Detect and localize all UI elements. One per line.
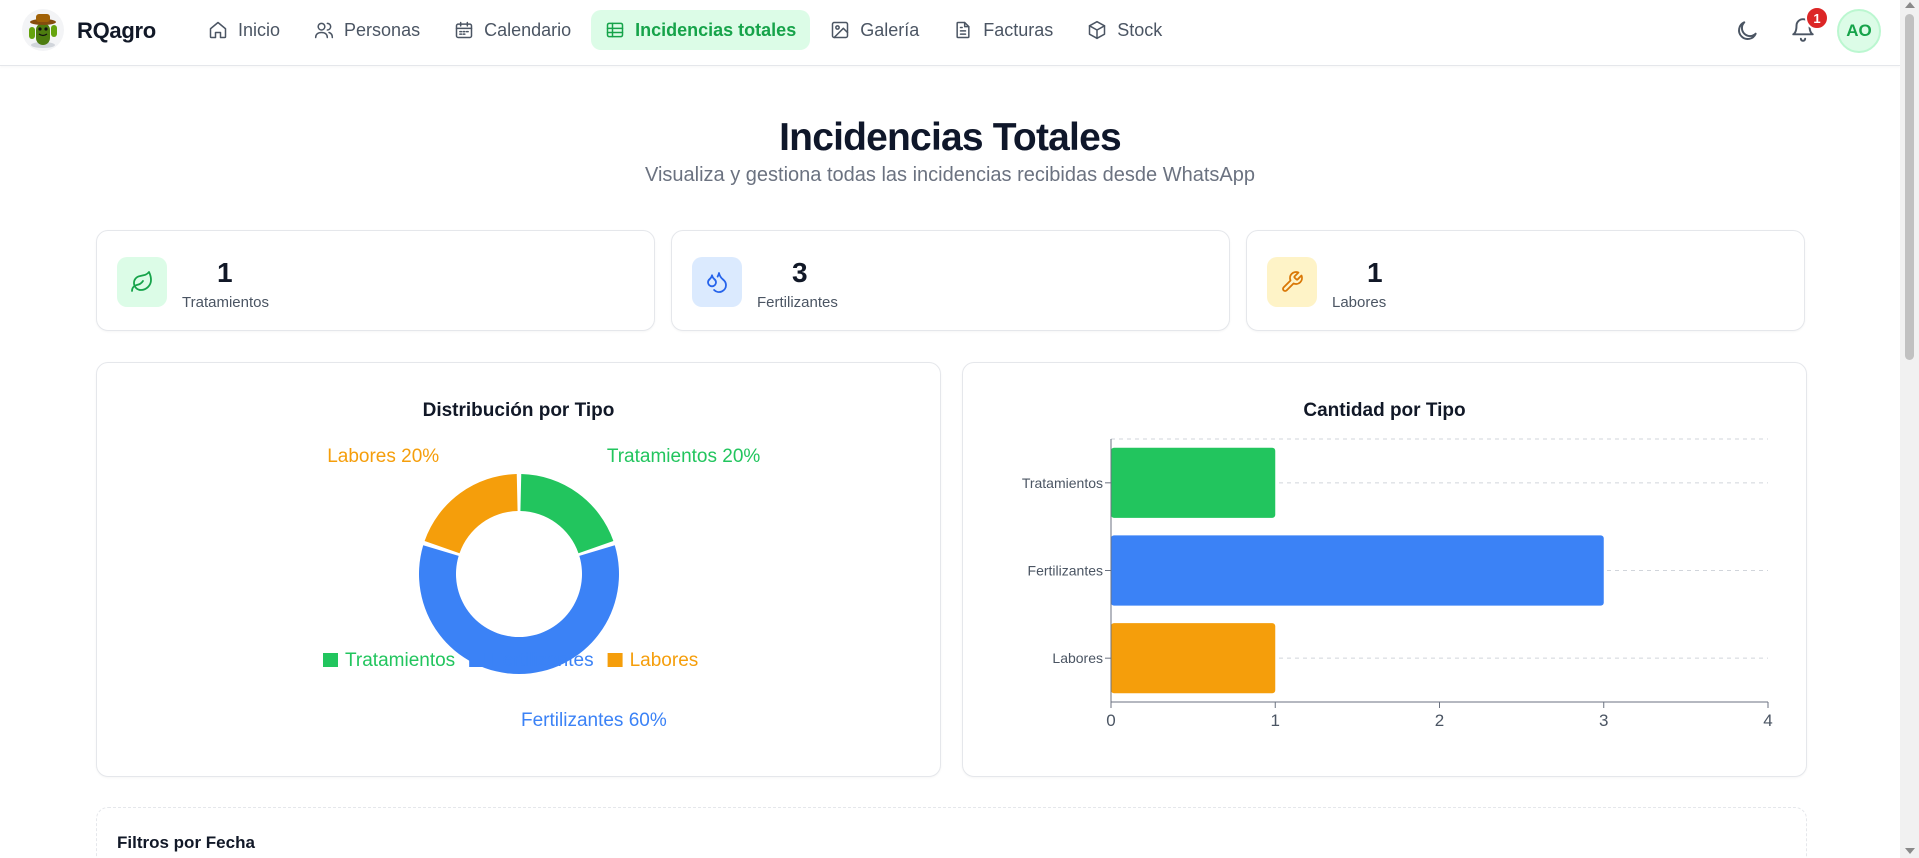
leaf-icon: [131, 271, 152, 292]
nav-item-galeria[interactable]: Galería: [816, 10, 933, 50]
calendar-icon: [455, 21, 473, 39]
filters-title: Filtros por Fecha: [117, 833, 255, 852]
table-icon: [606, 22, 624, 38]
droplets-icon: [707, 272, 727, 293]
legend-swatch: [323, 653, 338, 667]
stat-value: 3: [792, 257, 808, 288]
nav-item-label: Stock: [1117, 19, 1163, 40]
donut-slice-label: Fertilizantes 60%: [521, 710, 667, 731]
nav-item-calendario[interactable]: Calendario: [440, 10, 585, 50]
nav-item-label: Facturas: [983, 19, 1054, 40]
bell-icon: [1792, 18, 1814, 42]
x-tick-label: 3: [1599, 711, 1608, 730]
nav-item-facturas[interactable]: Facturas: [939, 10, 1067, 50]
wrench-icon: [1282, 271, 1303, 292]
donut-chart-card: Distribución por Tipo Tratamientos 20% Fe…: [96, 362, 941, 777]
home-icon: [209, 21, 227, 39]
x-tick-label: 1: [1271, 711, 1280, 730]
scroll-up-arrow-icon[interactable]: [1905, 2, 1915, 8]
moon-icon: [1738, 21, 1757, 40]
donut-slice-tratamientos[interactable]: [520, 474, 614, 554]
top-navbar: RQagro Inicio Personas Calendario Incide…: [0, 0, 1900, 66]
user-avatar[interactable]: AO: [1837, 9, 1881, 53]
scrollbar-thumb[interactable]: [1905, 14, 1914, 360]
nav-item-inicio[interactable]: Inicio: [194, 10, 294, 50]
nav-item-label: Calendario: [484, 19, 572, 40]
stat-icon-container: [692, 257, 742, 307]
donut-slice-fertilizantes[interactable]: [418, 545, 619, 675]
brand-logo[interactable]: [22, 9, 64, 51]
nav-item-label: Inicio: [238, 19, 281, 40]
scroll-down-arrow-icon[interactable]: [1905, 848, 1915, 854]
stat-label: Labores: [1332, 294, 1387, 311]
stat-value: 1: [1367, 257, 1383, 288]
stat-card-labores: 1 Labores: [1246, 230, 1805, 331]
y-tick-label: Tratamientos: [1022, 475, 1103, 491]
x-tick-label: 4: [1763, 711, 1772, 730]
file-text-icon: [956, 21, 970, 39]
y-tick-label: Labores: [1052, 650, 1103, 666]
notifications-button[interactable]: [1790, 17, 1816, 43]
cactus-mascot-icon: [29, 14, 57, 48]
bar-chart-card: Cantidad por Tipo Tratamientos Fertilizan…: [962, 362, 1807, 777]
donut-slice-label: Labores 20%: [327, 446, 439, 467]
box-icon: [1089, 20, 1106, 40]
legend-swatch: [469, 653, 485, 667]
bar-chart: Tratamientos Fertilizantes Labores 0 1 2 3 4: [1022, 438, 1773, 730]
theme-toggle-button[interactable]: [1734, 18, 1760, 44]
nav-item-label: Personas: [344, 19, 421, 40]
chart-title: Cantidad por Tipo: [1303, 400, 1466, 421]
legend-label[interactable]: Tratamientos: [345, 650, 455, 671]
donut-slice-labores[interactable]: [424, 474, 518, 554]
stat-label: Fertilizantes: [757, 294, 838, 311]
y-tick-label: Fertilizantes: [1028, 563, 1103, 579]
x-tick-label: 0: [1106, 711, 1115, 730]
nav-item-stock[interactable]: Stock: [1073, 10, 1176, 50]
chart-title: Distribución por Tipo: [422, 400, 615, 421]
main-nav: Inicio Personas Calendario Incidencias t…: [194, 10, 1176, 50]
brand-name[interactable]: RQagro: [77, 18, 156, 43]
nav-item-label: Incidencias totales: [635, 19, 797, 40]
nav-item-personas[interactable]: Personas: [300, 10, 434, 50]
stat-card-tratamientos: 1 Tratamientos: [96, 230, 655, 331]
page-subtitle: Visualiza y gestiona todas las incidenci…: [645, 164, 1255, 186]
bar-labores[interactable]: [1111, 623, 1276, 694]
notification-count-badge: 1: [1805, 6, 1829, 30]
donut-slice-label: Tratamientos 20%: [607, 446, 761, 467]
bar-fertilizantes[interactable]: [1111, 535, 1604, 606]
bar-tratamientos[interactable]: [1111, 447, 1276, 518]
image-icon: [831, 21, 849, 39]
legend-label[interactable]: Fertilizantes: [491, 650, 593, 671]
donut-chart: Tratamientos 20% Fertilizantes 60% Labores…: [323, 446, 761, 731]
date-filters-card: Filtros por Fecha: [96, 807, 1807, 858]
stat-icon-container: [1267, 257, 1317, 307]
page-scrollbar[interactable]: [1900, 0, 1919, 858]
legend-label[interactable]: Labores: [630, 650, 699, 671]
page-title: Incidencias Totales: [779, 116, 1122, 159]
x-tick-label: 2: [1435, 711, 1444, 730]
legend-swatch: [607, 653, 623, 667]
stat-value: 1: [217, 257, 233, 288]
stat-label: Tratamientos: [182, 294, 269, 311]
nav-item-incidencias[interactable]: Incidencias totales: [591, 10, 811, 50]
stat-card-fertilizantes: 3 Fertilizantes: [671, 230, 1230, 331]
users-icon: [314, 22, 334, 39]
stat-icon-container: [117, 257, 167, 307]
nav-item-label: Galería: [860, 19, 920, 40]
